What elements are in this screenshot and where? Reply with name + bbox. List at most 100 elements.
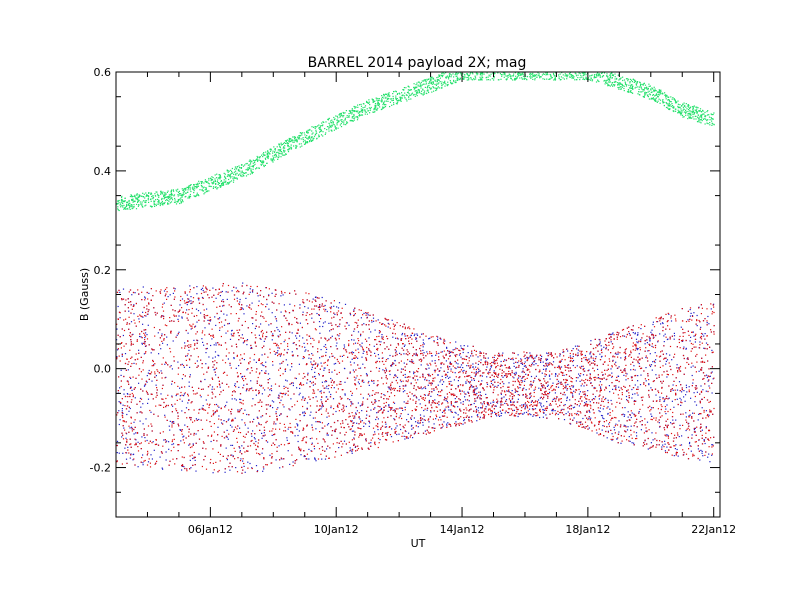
data-point [405,87,407,89]
data-point [419,414,422,416]
data-point [632,332,634,334]
data-point [271,390,273,392]
data-point [124,206,126,208]
data-point [459,77,461,79]
data-point [322,121,324,123]
data-point [481,75,483,77]
data-point [623,87,625,90]
data-point [179,194,181,196]
data-point [164,194,166,196]
data-point [201,296,204,299]
data-point [419,85,421,87]
data-point [198,182,201,184]
data-point [462,351,464,354]
data-point [516,77,518,79]
data-point [650,89,652,91]
data-point [353,115,355,117]
data-point [698,110,700,112]
data-point [474,76,477,78]
data-point [481,78,483,80]
data-point [274,156,276,158]
plot-data [116,72,715,474]
data-point [687,110,689,113]
data-point [439,75,441,77]
data-point [658,89,660,91]
data-point [423,92,425,94]
data-point [479,351,481,353]
data-point [231,172,233,174]
data-point [422,346,424,348]
data-point [693,113,695,115]
data-point [284,140,287,142]
data-point [512,79,514,81]
data-point [510,77,512,79]
data-point [701,120,703,122]
data-point [685,106,687,108]
data-point [569,74,571,76]
data-point [212,187,214,189]
data-point [357,381,359,383]
data-point [225,291,227,293]
data-point [363,425,365,427]
data-point [428,338,430,340]
data-point [298,430,300,432]
data-point [288,146,290,148]
data-point [226,175,228,177]
data-point [449,73,451,75]
data-point [418,422,420,424]
data-point [339,114,341,116]
data-point [506,390,508,392]
data-point [653,86,655,88]
data-point [386,93,388,95]
data-point [627,411,629,413]
data-point [429,77,432,79]
data-point [416,91,418,93]
data-point [522,380,524,382]
data-point [187,186,189,189]
data-point [613,81,615,83]
data-point [311,424,313,426]
data-point [307,137,309,139]
data-point [559,73,561,75]
data-point [288,149,290,151]
data-point [647,87,649,89]
data-point [306,137,308,139]
data-point [420,85,422,87]
data-point [274,148,276,150]
data-point [377,99,379,102]
data-point [170,196,172,198]
data-point [150,193,153,195]
data-point [136,194,138,196]
data-point [486,383,489,385]
data-point [541,74,543,76]
data-point [158,201,160,204]
data-point [553,75,555,77]
data-point [332,123,334,125]
data-point [704,115,706,117]
data-point [507,74,509,77]
data-point [617,82,619,84]
data-point [162,191,164,193]
data-point [263,432,265,434]
data-point [673,106,675,108]
data-point [217,187,219,189]
data-point [410,425,413,427]
data-point [201,181,203,184]
data-point [223,181,225,183]
data-point [348,115,350,117]
data-point [535,74,538,76]
data-point [183,393,185,395]
data-point [327,388,329,390]
data-point [617,74,619,76]
data-point [645,93,647,95]
data-point [298,136,300,138]
data-point [392,97,394,99]
data-point [648,383,650,385]
data-point [216,173,218,175]
data-point [324,381,326,383]
data-point [132,206,134,208]
data-point [265,158,267,160]
data-point [393,103,395,106]
data-point [438,82,440,84]
data-point [119,317,121,319]
